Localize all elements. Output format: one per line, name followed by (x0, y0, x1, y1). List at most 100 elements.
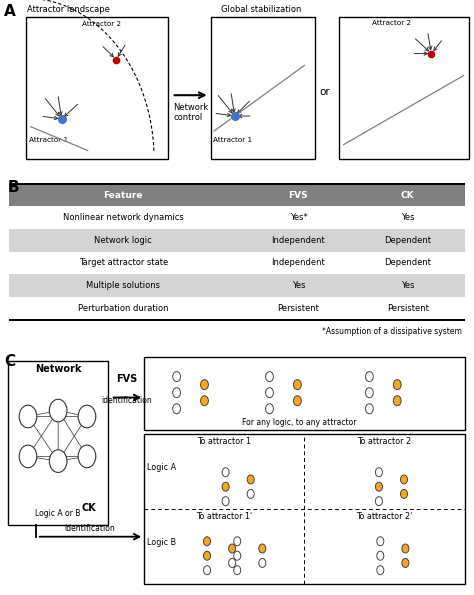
Text: Network logic: Network logic (94, 236, 152, 245)
Circle shape (222, 468, 229, 477)
Circle shape (234, 537, 241, 546)
Circle shape (247, 475, 254, 484)
Circle shape (49, 399, 67, 422)
Circle shape (293, 380, 301, 390)
Circle shape (49, 450, 67, 472)
Circle shape (365, 404, 374, 414)
Text: Attractor 1: Attractor 1 (213, 137, 253, 143)
Circle shape (393, 380, 401, 390)
Text: Logic A or B: Logic A or B (36, 509, 81, 518)
Circle shape (377, 537, 384, 546)
Text: Yes: Yes (401, 281, 414, 290)
Circle shape (222, 497, 229, 506)
Circle shape (203, 551, 210, 560)
Bar (144, 434, 465, 584)
Circle shape (234, 551, 241, 560)
Text: Attractor 1: Attractor 1 (29, 137, 69, 143)
Text: Logic B: Logic B (147, 537, 176, 547)
Circle shape (78, 445, 96, 468)
Text: Network: Network (35, 364, 82, 374)
Circle shape (203, 537, 210, 546)
Circle shape (375, 482, 383, 491)
Text: Logic A: Logic A (147, 462, 176, 472)
Text: To attractor 1: To attractor 1 (197, 437, 251, 446)
Text: FVS: FVS (289, 190, 308, 200)
Text: A: A (4, 4, 16, 19)
Circle shape (365, 388, 374, 397)
Circle shape (201, 396, 209, 406)
Circle shape (265, 372, 273, 381)
Bar (9, 361, 109, 525)
Text: To attractor 2': To attractor 2' (356, 512, 412, 521)
Bar (9, 274, 465, 297)
Text: Dependent: Dependent (384, 236, 431, 245)
Circle shape (19, 445, 37, 468)
Bar (144, 357, 465, 430)
Circle shape (401, 490, 408, 499)
Circle shape (247, 490, 254, 499)
Circle shape (78, 405, 96, 428)
Circle shape (402, 559, 409, 568)
Text: B: B (7, 180, 19, 195)
Text: To attractor 2: To attractor 2 (357, 437, 411, 446)
Circle shape (402, 544, 409, 553)
Text: Dependent: Dependent (384, 258, 431, 268)
Circle shape (401, 475, 408, 484)
Circle shape (377, 566, 384, 575)
Text: To attractor 1': To attractor 1' (196, 512, 252, 521)
Text: Multiple solutions: Multiple solutions (86, 281, 160, 290)
Circle shape (375, 497, 383, 506)
Bar (9, 252, 465, 274)
Text: Independent: Independent (272, 258, 325, 268)
Bar (9, 184, 465, 206)
Circle shape (375, 468, 383, 477)
Circle shape (259, 559, 266, 568)
Circle shape (173, 404, 181, 414)
Circle shape (393, 396, 401, 406)
Text: or: or (319, 87, 330, 97)
Text: Attractor 2: Attractor 2 (372, 20, 411, 26)
Text: identification: identification (101, 396, 152, 405)
Text: Yes: Yes (292, 281, 305, 290)
Text: Persistent: Persistent (387, 303, 428, 313)
Circle shape (293, 396, 301, 406)
Text: CK: CK (82, 503, 97, 513)
Circle shape (265, 404, 273, 414)
Circle shape (222, 482, 229, 491)
Circle shape (234, 566, 241, 575)
Circle shape (203, 566, 210, 575)
Text: Network
control: Network control (173, 103, 208, 123)
Text: Attractor 2: Attractor 2 (82, 21, 121, 27)
Bar (9, 206, 465, 229)
Text: Feature: Feature (103, 190, 143, 200)
Text: Yes*: Yes* (290, 213, 307, 223)
Circle shape (228, 544, 236, 553)
Text: FVS: FVS (116, 374, 137, 384)
Circle shape (173, 372, 181, 381)
Bar (9, 297, 465, 320)
Bar (211, 17, 315, 159)
Text: Attractor landscape: Attractor landscape (27, 5, 110, 14)
Bar (339, 17, 469, 159)
Text: C: C (5, 354, 16, 369)
Circle shape (173, 388, 181, 397)
Text: Perturbation duration: Perturbation duration (78, 303, 168, 313)
Text: *Assumption of a dissipative system: *Assumption of a dissipative system (322, 327, 462, 336)
Text: Independent: Independent (272, 236, 325, 245)
Circle shape (377, 551, 384, 560)
Text: Yes: Yes (401, 213, 414, 223)
Text: CK: CK (401, 190, 414, 200)
Circle shape (19, 405, 37, 428)
Circle shape (265, 388, 273, 397)
Circle shape (365, 372, 374, 381)
Text: Persistent: Persistent (277, 303, 319, 313)
Bar (9, 229, 465, 252)
Text: For any logic, to any attractor: For any logic, to any attractor (243, 418, 357, 427)
Circle shape (201, 380, 209, 390)
Bar (26, 17, 168, 159)
Circle shape (259, 544, 266, 553)
Text: identification: identification (64, 524, 115, 533)
Text: Target attractor state: Target attractor state (79, 258, 168, 268)
Text: Global stabilization: Global stabilization (220, 5, 301, 14)
Circle shape (228, 559, 236, 568)
